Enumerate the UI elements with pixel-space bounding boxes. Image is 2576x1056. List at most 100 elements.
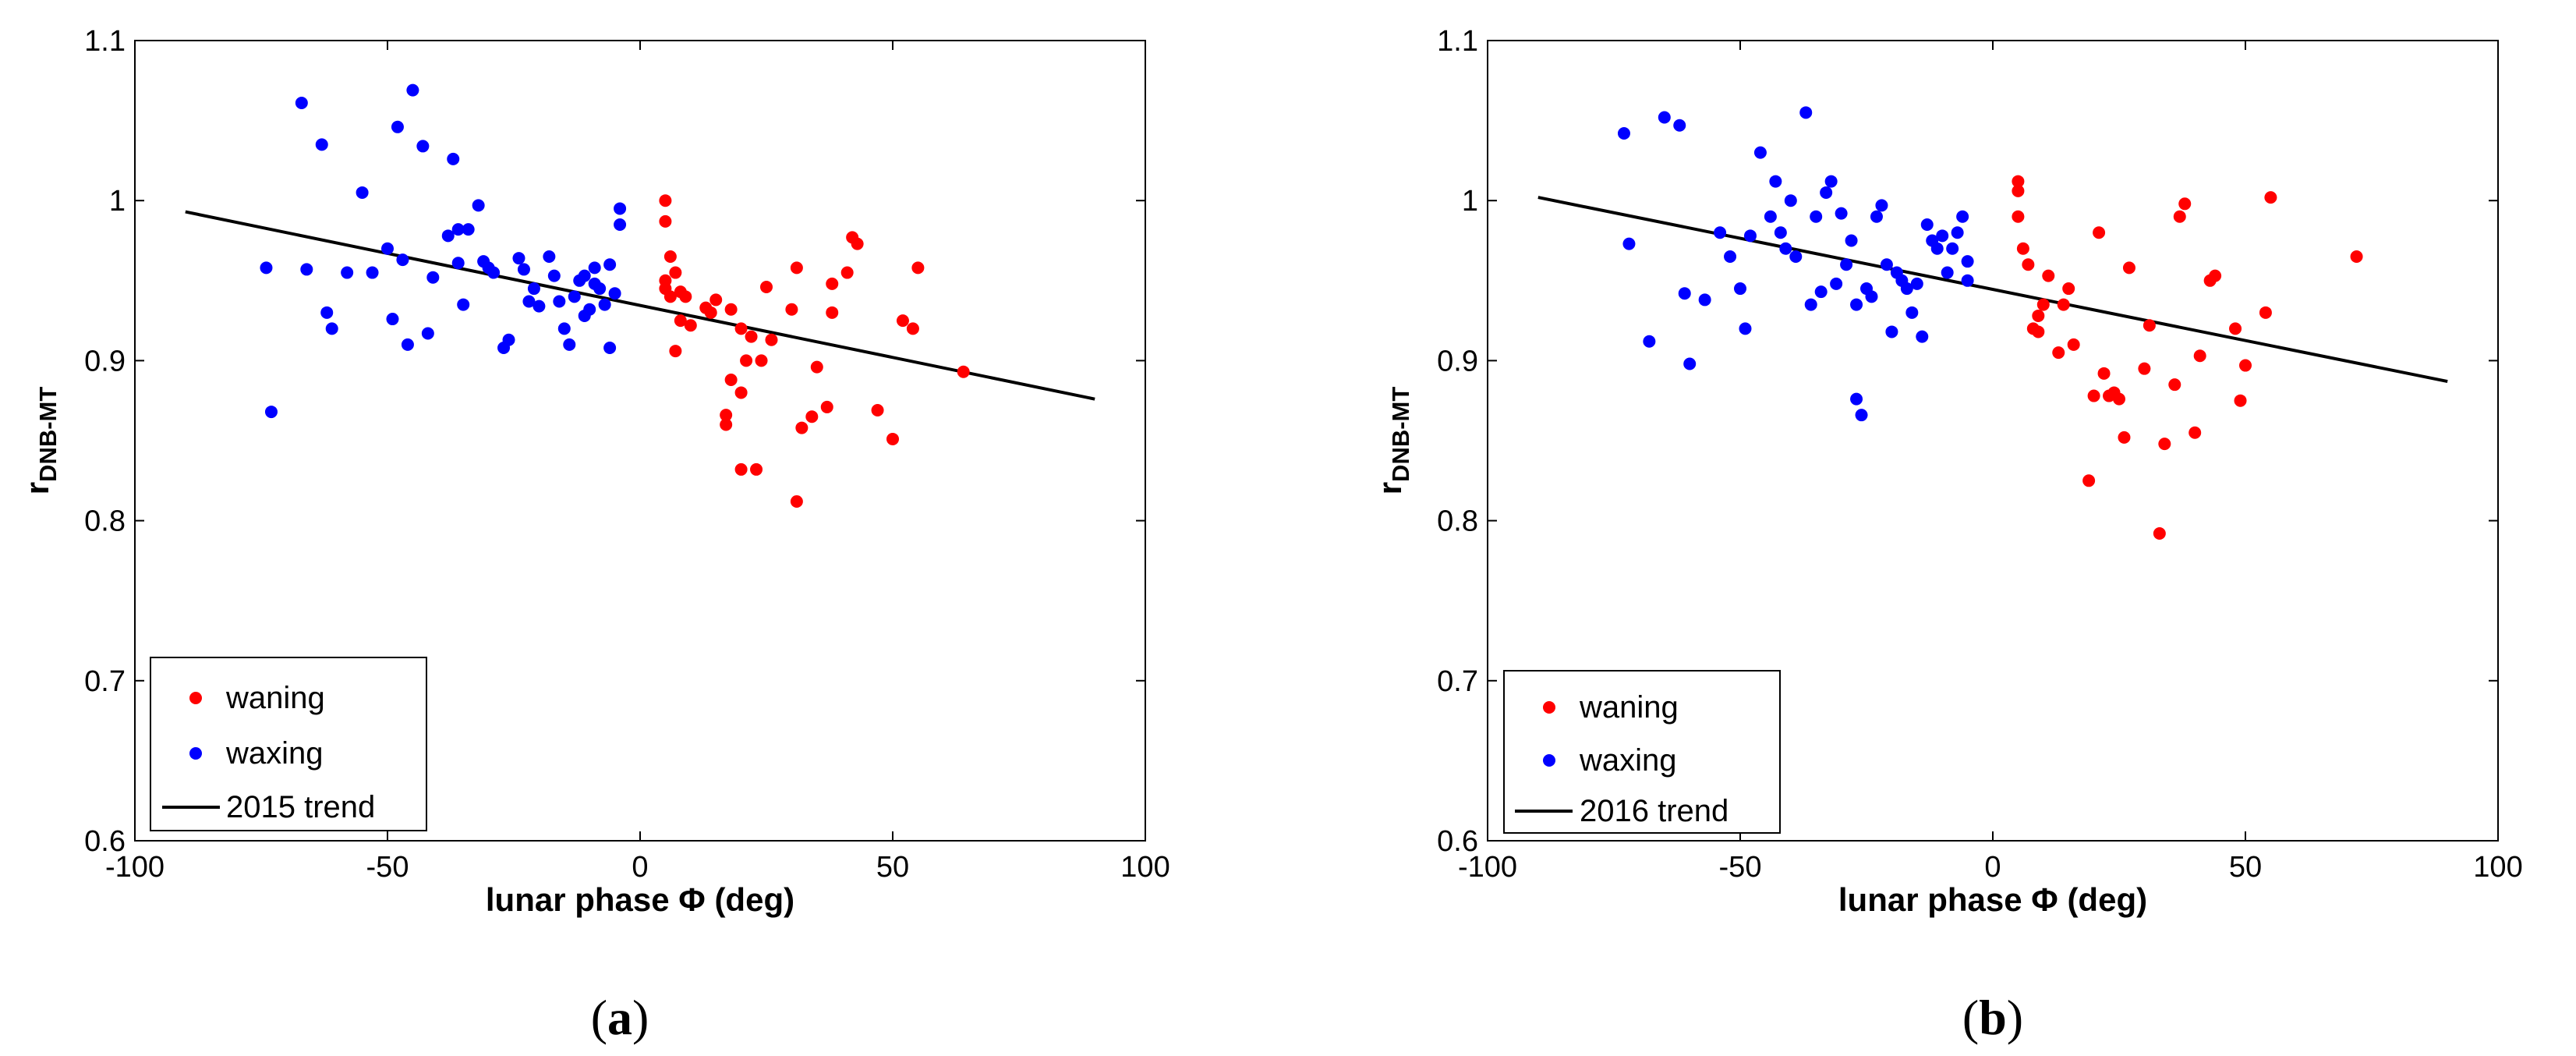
trend-layer — [1537, 196, 2448, 384]
point-waxing — [533, 299, 546, 313]
point-waxing — [578, 269, 591, 282]
y-tick-label: 0.8 — [1437, 505, 1478, 538]
point-waning — [669, 266, 682, 279]
y-tick-label: 1.1 — [1437, 25, 1478, 58]
point-waxing — [1810, 210, 1823, 223]
point-waning — [906, 322, 919, 335]
point-waxing — [1961, 255, 1974, 268]
point-waning — [663, 250, 677, 264]
point-waxing — [598, 298, 611, 311]
point-waxing — [578, 309, 591, 322]
point-waning — [871, 404, 884, 417]
legend-label-trend: 2015 trend — [226, 790, 375, 824]
point-waxing — [543, 250, 556, 264]
y-tick-label: 0.8 — [84, 505, 126, 538]
point-waning — [2229, 322, 2242, 335]
point-waning — [790, 494, 803, 508]
point-waxing — [1850, 392, 1863, 406]
point-waxing — [260, 261, 273, 275]
point-waxing — [1916, 330, 1929, 343]
y-tick-label: 1.1 — [84, 25, 126, 58]
point-waxing — [1753, 146, 1767, 159]
point-waxing — [1910, 277, 1923, 290]
panel-b: -100 -50 0 50 100 0.6 0.7 0.8 0.9 1 1.1 lunar phas… — [1371, 25, 2523, 1045]
point-waning — [2022, 258, 2035, 271]
point-waning — [2057, 298, 2070, 311]
y-axis-label-sub: DNB-MT — [1387, 387, 1414, 482]
point-waning — [659, 214, 672, 228]
point-waxing — [1880, 258, 1893, 271]
y-axis-label: rDNB-MT — [19, 387, 62, 495]
point-waning — [740, 354, 753, 367]
point-waxing — [1673, 119, 1686, 132]
point-waning — [720, 409, 733, 422]
x-axis-label: lunar phase Φ (deg) — [486, 881, 794, 918]
point-waxing — [406, 83, 419, 97]
point-waxing — [421, 327, 434, 340]
point-waning — [734, 322, 748, 335]
point-waxing — [1678, 287, 1691, 300]
y-axis-label-main: r — [19, 482, 55, 494]
point-waxing — [1946, 242, 1959, 255]
point-waxing — [381, 242, 394, 255]
point-waning — [2189, 426, 2202, 439]
point-waxing — [401, 338, 414, 351]
point-waning — [2087, 389, 2100, 402]
point-waning — [2234, 394, 2247, 407]
point-waxing — [1840, 258, 1853, 271]
point-waxing — [264, 406, 278, 419]
point-waxing — [614, 218, 627, 231]
point-waxing — [1658, 111, 1671, 124]
point-waning — [2016, 242, 2029, 255]
point-waxing — [1930, 242, 1944, 255]
point-waning — [2012, 175, 2025, 188]
point-waxing — [1724, 250, 1737, 264]
legend: waning waxing 2015 trend — [150, 657, 427, 831]
point-waning — [805, 410, 819, 423]
point-waxing — [1784, 194, 1797, 207]
point-waning — [896, 314, 909, 328]
point-waxing — [517, 263, 530, 276]
legend-marker-waning — [1543, 701, 1555, 714]
point-waxing — [1830, 277, 1843, 290]
x-tick-label: 0 — [1984, 851, 2001, 884]
point-waxing — [1799, 106, 1813, 119]
point-waning — [795, 421, 809, 434]
y-tick-label: 0.7 — [84, 665, 126, 698]
x-tick-label: 0 — [632, 851, 648, 884]
legend-label-waning: waning — [1579, 690, 1679, 725]
point-waxing — [462, 223, 475, 236]
point-waning — [724, 303, 738, 316]
x-axis-label: lunar phase Φ (deg) — [1838, 881, 2147, 918]
legend-label-waxing: waxing — [225, 736, 324, 771]
point-waning — [745, 330, 758, 343]
point-waning — [2097, 367, 2111, 380]
legend-box — [150, 657, 427, 831]
point-waxing — [472, 199, 485, 212]
point-waning — [750, 462, 763, 476]
point-waxing — [1824, 175, 1838, 188]
point-waxing — [1936, 229, 1949, 243]
point-waxing — [1698, 293, 1711, 307]
point-waning — [851, 237, 864, 250]
point-waning — [2032, 309, 2045, 322]
legend-marker-waning — [189, 692, 202, 704]
point-waxing — [396, 253, 409, 267]
point-waning — [826, 277, 839, 290]
y-tick-label: 0.6 — [1437, 825, 1478, 858]
point-waxing — [557, 322, 571, 335]
point-waxing — [1865, 290, 1878, 303]
point-waxing — [1774, 226, 1787, 239]
point-waxing — [457, 298, 470, 311]
point-waning — [2032, 325, 2045, 338]
panel-caption: (b) — [1962, 990, 2023, 1045]
point-waxing — [502, 333, 515, 346]
point-waning — [734, 462, 748, 476]
point-waxing — [1820, 186, 1833, 199]
point-waxing — [1900, 282, 1913, 296]
point-waxing — [441, 229, 455, 243]
point-waning — [709, 293, 723, 307]
point-waning — [2193, 349, 2206, 363]
point-waxing — [1885, 325, 1898, 338]
point-waxing — [1683, 357, 1697, 370]
